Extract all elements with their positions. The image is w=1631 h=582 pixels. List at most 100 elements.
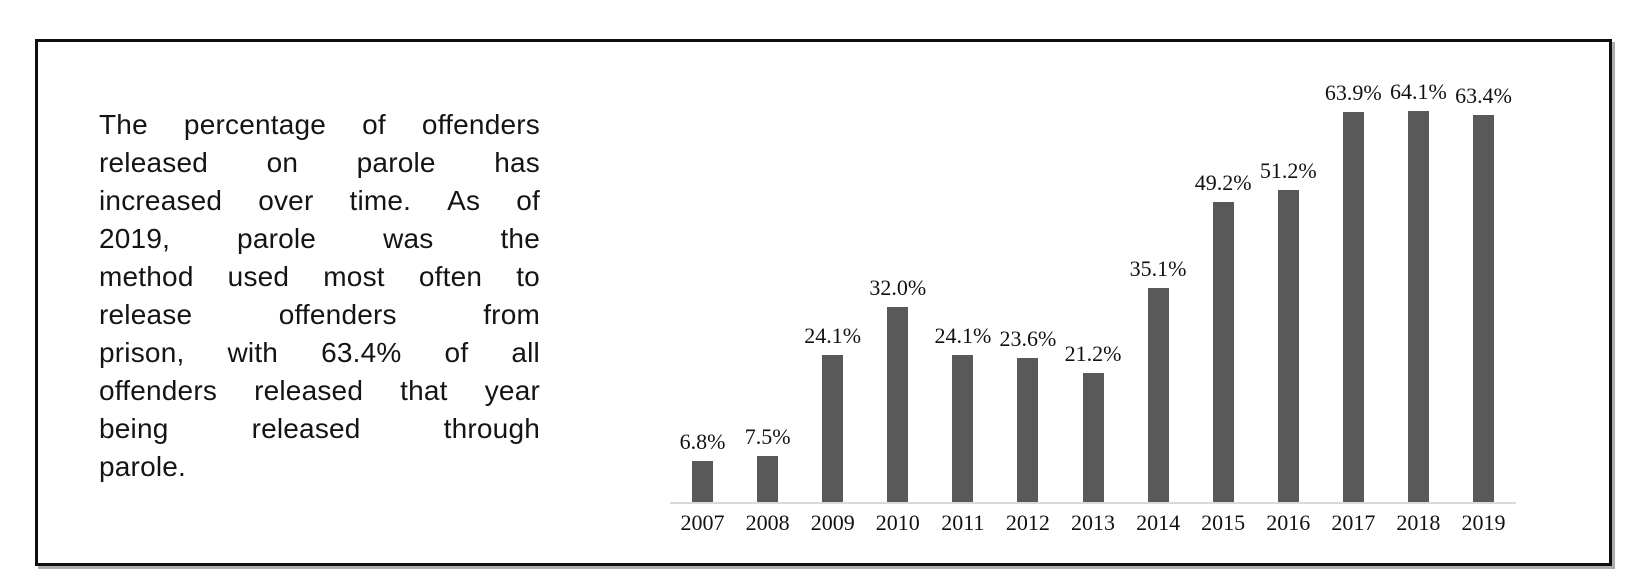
paragraph-line: 2019, parole was the bbox=[99, 220, 540, 258]
bar-value-label: 24.1% bbox=[934, 323, 992, 348]
bar bbox=[822, 355, 844, 502]
paragraph-word: of bbox=[516, 185, 540, 216]
bar-column-2013: 21.2% bbox=[1060, 342, 1125, 502]
paragraph-word: offenders bbox=[99, 375, 218, 406]
bar-column-2012: 23.6% bbox=[995, 327, 1060, 502]
x-axis-tick-labels: 2007 2008 2009 2010 2011 2012 2013 2014 2015 2016… bbox=[670, 510, 1516, 536]
paragraph-line: released on parole has bbox=[99, 144, 540, 182]
bar-column-2017: 63.9% bbox=[1321, 81, 1386, 502]
x-tick-label: 2010 bbox=[875, 510, 920, 535]
bar bbox=[952, 355, 974, 502]
bar bbox=[1017, 358, 1039, 502]
bar-columns: 6.8% 7.5% 24.1% 32.0% 24.1% 23.6% 21.2% 35.1% 49… bbox=[670, 42, 1516, 502]
paragraph-word: released bbox=[251, 413, 361, 444]
paragraph-word: on bbox=[266, 147, 299, 178]
paragraph-word: being bbox=[99, 413, 169, 444]
paragraph-word: prison, bbox=[99, 337, 185, 368]
x-tick-label: 2013 bbox=[1071, 510, 1115, 535]
paragraph-line: release offenders from bbox=[99, 296, 540, 334]
paragraph-word: parole bbox=[356, 147, 436, 178]
bar bbox=[1082, 373, 1104, 502]
paragraph-word: used bbox=[227, 261, 290, 292]
paragraph-word: from bbox=[483, 299, 540, 330]
x-axis-line bbox=[670, 502, 1516, 504]
paragraph-word: often bbox=[418, 261, 483, 292]
paragraph-line: increased over time. As of bbox=[99, 182, 540, 220]
bar-value-label: 51.2% bbox=[1259, 158, 1317, 183]
x-tick-label: 2016 bbox=[1266, 510, 1311, 535]
bar-value-label: 6.8% bbox=[679, 429, 726, 454]
paragraph-word: most bbox=[323, 261, 385, 292]
x-tick-label: 2017 bbox=[1331, 510, 1376, 535]
paragraph-line: being released through bbox=[99, 410, 540, 448]
bar-column-2018: 64.1% bbox=[1386, 80, 1451, 502]
bar-column-2007: 6.8% bbox=[670, 430, 735, 502]
x-tick-label: 2018 bbox=[1396, 510, 1441, 535]
paragraph-word: through bbox=[443, 413, 540, 444]
bar-column-2008: 7.5% bbox=[735, 425, 800, 502]
paragraph-word: all bbox=[511, 337, 540, 368]
bar-value-label: 64.1% bbox=[1389, 79, 1447, 104]
x-tick-label: 2007 bbox=[680, 510, 725, 535]
bar-column-2015: 49.2% bbox=[1191, 171, 1256, 502]
paragraph-word: offenders bbox=[278, 299, 397, 330]
bar-value-label: 21.2% bbox=[1064, 341, 1122, 366]
bar bbox=[692, 461, 714, 502]
x-tick-label: 2011 bbox=[941, 510, 985, 535]
bar-value-label: 24.1% bbox=[804, 323, 862, 348]
x-tick-label: 2019 bbox=[1461, 510, 1506, 535]
paragraph-word: over bbox=[258, 185, 314, 216]
x-tick-label: 2009 bbox=[810, 510, 855, 535]
paragraph-word: the bbox=[500, 223, 540, 254]
paragraph-line: parole. bbox=[99, 451, 187, 482]
paragraph-word: time. bbox=[349, 185, 412, 216]
paragraph-word: increased bbox=[99, 185, 223, 216]
figure-frame-inner: The percentage of offenders released on parole… bbox=[38, 42, 1609, 563]
x-tick-label: 2014 bbox=[1136, 510, 1181, 535]
bar bbox=[1212, 202, 1234, 502]
bar bbox=[1147, 288, 1169, 502]
paragraph-word: The bbox=[99, 109, 148, 140]
bar-value-label: 23.6% bbox=[999, 326, 1057, 351]
bar bbox=[887, 307, 909, 502]
bar-value-label: 32.0% bbox=[869, 275, 927, 300]
bar bbox=[1407, 111, 1429, 502]
x-tick-label: 2012 bbox=[1005, 510, 1050, 535]
paragraph-word: year bbox=[484, 375, 540, 406]
paragraph-word: released bbox=[254, 375, 364, 406]
bar-column-2011: 24.1% bbox=[930, 324, 995, 502]
paragraph-line: method used most often to bbox=[99, 258, 540, 296]
paragraph-word: offenders bbox=[421, 109, 540, 140]
bar-value-label: 35.1% bbox=[1129, 256, 1187, 281]
paragraph-word: of bbox=[444, 337, 469, 368]
paragraph-word: to bbox=[516, 261, 540, 292]
paragraph-line: prison, with 63.4% of all bbox=[99, 334, 540, 372]
x-tick-label: 2015 bbox=[1201, 510, 1246, 535]
bar-column-2019: 63.4% bbox=[1451, 84, 1516, 502]
bar bbox=[1472, 115, 1494, 502]
paragraph-word: with bbox=[227, 337, 279, 368]
paragraph-word: release bbox=[99, 299, 193, 330]
x-tick-label: 2008 bbox=[745, 510, 790, 535]
bar bbox=[1277, 190, 1299, 502]
figure-frame: The percentage of offenders released on parole… bbox=[35, 39, 1612, 566]
parole-bar-chart: 6.8% 7.5% 24.1% 32.0% 24.1% 23.6% 21.2% 35.1% 49… bbox=[38, 42, 1609, 563]
bar-column-2009: 24.1% bbox=[800, 324, 865, 502]
bar-column-2014: 35.1% bbox=[1126, 257, 1191, 502]
paragraph-word: As bbox=[447, 185, 481, 216]
paragraph-line: offenders released that year bbox=[99, 372, 540, 410]
bar-column-2016: 51.2% bbox=[1256, 159, 1321, 502]
bar-value-label: 63.4% bbox=[1455, 83, 1512, 108]
bar-value-label: 7.5% bbox=[744, 424, 791, 449]
bar bbox=[1342, 112, 1364, 502]
paragraph-word: has bbox=[494, 147, 540, 178]
paragraph-word: was bbox=[383, 223, 434, 254]
paragraph-word: 2019, bbox=[99, 223, 171, 254]
paragraph-word: method bbox=[99, 261, 194, 292]
paragraph-word: percentage bbox=[183, 109, 327, 140]
summary-paragraph: The percentage of offenders released on parole… bbox=[99, 106, 540, 486]
paragraph-word: that bbox=[400, 375, 448, 406]
paragraph-word: of bbox=[362, 109, 386, 140]
bar-column-2010: 32.0% bbox=[865, 276, 930, 502]
